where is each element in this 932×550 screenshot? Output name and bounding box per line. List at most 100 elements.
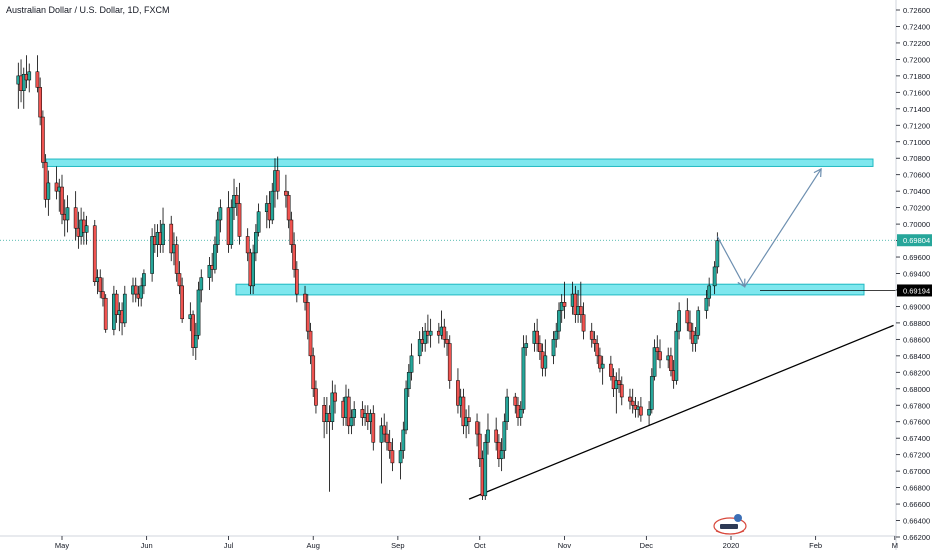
candle bbox=[518, 401, 523, 426]
candle bbox=[456, 368, 460, 414]
price-tick-label: 0.71400 bbox=[903, 105, 930, 114]
candle-body bbox=[382, 425, 387, 435]
candle-body bbox=[600, 363, 605, 369]
time-tick-label: Jun bbox=[141, 541, 153, 550]
candle bbox=[387, 429, 392, 459]
candle-body bbox=[311, 355, 316, 390]
candle-body bbox=[404, 388, 408, 431]
candle bbox=[270, 182, 275, 225]
candle-body bbox=[417, 339, 422, 357]
price-tick-label: 0.68600 bbox=[903, 335, 930, 344]
price-tags: 0.69804 0.69194 bbox=[897, 234, 932, 297]
candle-body bbox=[707, 285, 712, 299]
candle bbox=[581, 302, 586, 340]
candle-body bbox=[390, 450, 395, 464]
candle-body bbox=[294, 269, 299, 295]
price-tick-label: 0.72000 bbox=[903, 55, 930, 64]
candle bbox=[617, 368, 621, 393]
price-tick-label: 0.71600 bbox=[903, 88, 930, 97]
ascending-trendline[interactable] bbox=[468, 324, 894, 500]
candle-body bbox=[270, 190, 275, 221]
candle bbox=[35, 55, 40, 93]
candle bbox=[486, 413, 490, 455]
candle bbox=[447, 335, 452, 389]
candle-body bbox=[562, 302, 567, 307]
candle-body bbox=[647, 409, 651, 416]
candle-body bbox=[284, 190, 288, 196]
candle-body bbox=[554, 330, 559, 340]
candle-body bbox=[65, 207, 70, 221]
price-tick-label: 0.67600 bbox=[903, 418, 930, 427]
candle bbox=[538, 335, 542, 360]
price-tick-label: 0.69600 bbox=[903, 253, 930, 262]
candle-body bbox=[538, 343, 542, 352]
candle bbox=[406, 364, 411, 398]
candle bbox=[677, 302, 681, 340]
price-tick-label: 0.71200 bbox=[903, 121, 930, 130]
candle-body bbox=[445, 339, 449, 344]
candle-body bbox=[385, 433, 389, 443]
candle bbox=[103, 294, 108, 333]
candle bbox=[401, 421, 406, 459]
candle-body bbox=[475, 421, 479, 435]
candle-body bbox=[428, 330, 433, 336]
candle bbox=[114, 289, 119, 323]
candle bbox=[294, 261, 299, 303]
candle bbox=[417, 331, 422, 365]
price-tick-label: 0.70800 bbox=[903, 154, 930, 163]
time-tick-label: Feb bbox=[809, 541, 822, 550]
candle bbox=[21, 67, 26, 109]
price-tick-label: 0.66600 bbox=[903, 500, 930, 509]
candle-body bbox=[103, 297, 108, 330]
projection-path[interactable] bbox=[716, 168, 822, 288]
candle-body bbox=[543, 355, 548, 369]
candle bbox=[630, 388, 635, 414]
price-tick-label: 0.70200 bbox=[903, 204, 930, 213]
candle bbox=[169, 215, 174, 262]
price-tick-label: 0.70000 bbox=[903, 220, 930, 229]
candle bbox=[652, 339, 657, 381]
price-tick-label: 0.66800 bbox=[903, 484, 930, 493]
candle-body bbox=[352, 409, 357, 418]
candle bbox=[161, 207, 165, 253]
candle-body bbox=[286, 195, 291, 221]
candle-body bbox=[447, 343, 452, 381]
candle bbox=[174, 236, 179, 282]
candle bbox=[475, 413, 479, 447]
candle bbox=[535, 318, 539, 352]
candle-body bbox=[685, 310, 690, 324]
candle bbox=[73, 191, 78, 241]
candle bbox=[592, 331, 597, 352]
time-tick-label: Nov bbox=[558, 541, 572, 550]
candle-body bbox=[305, 302, 310, 332]
candle-body bbox=[46, 182, 51, 200]
candle-body bbox=[215, 219, 220, 245]
candle-body bbox=[191, 314, 195, 348]
current-price-tag: 0.69804 bbox=[903, 236, 930, 245]
candle-body bbox=[292, 244, 296, 270]
candle bbox=[122, 285, 127, 328]
candle-body bbox=[693, 335, 698, 344]
axes-layer bbox=[0, 0, 897, 550]
candle bbox=[27, 63, 32, 93]
price-tick-label: 0.67400 bbox=[903, 434, 930, 443]
candle bbox=[92, 219, 97, 286]
resistance-zone[interactable] bbox=[45, 158, 874, 167]
candle-body bbox=[581, 314, 586, 332]
support-zone[interactable] bbox=[235, 283, 865, 296]
candle bbox=[521, 335, 526, 414]
candle bbox=[693, 327, 698, 352]
candle-body bbox=[704, 297, 709, 311]
candle bbox=[251, 244, 255, 295]
price-tick-label: 0.68000 bbox=[903, 385, 930, 394]
candle-body bbox=[639, 406, 643, 416]
candle bbox=[658, 339, 662, 369]
candle bbox=[649, 368, 654, 414]
candle bbox=[557, 302, 561, 340]
time-tick-label: Dec bbox=[640, 541, 654, 550]
candle bbox=[499, 438, 504, 472]
candle-body bbox=[333, 392, 337, 402]
price-tick-label: 0.70400 bbox=[903, 187, 930, 196]
time-tick-label: 2020 bbox=[723, 541, 740, 550]
